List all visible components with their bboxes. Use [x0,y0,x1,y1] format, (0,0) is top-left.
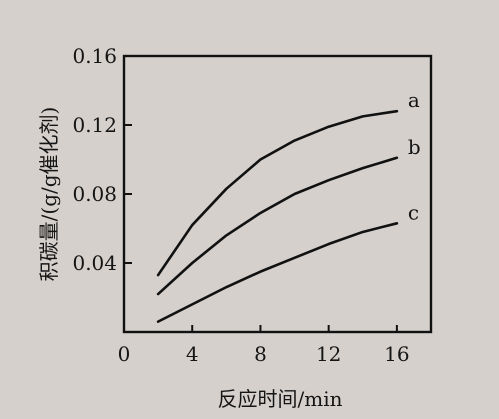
x-tick-label: 0 [118,342,131,366]
x-tick-label: 12 [316,342,341,366]
y-tick-label: 0.16 [72,44,117,68]
series-a-label: a [408,88,420,112]
series-c-label: c [408,200,419,224]
series-labels: ab c [408,88,421,224]
y-tick-label: 0.12 [72,113,117,137]
plot-frame [122,54,433,334]
y-tick-label: 0.04 [72,251,117,275]
tick-labels: 0 4 8 12 16 0.04 0.08 0.12 0.16 [72,44,409,366]
series-a-line [156,109,399,277]
x-tick-label: 8 [254,342,267,366]
series-lines [156,109,399,323]
tick-marks [123,55,398,332]
series-b-line [156,156,399,296]
y-axis-title: 积碳量/(g/g催化剂) [37,107,61,282]
x-axis-title: 反应时间/min [218,387,343,411]
y-tick-label: 0.08 [72,182,117,206]
series-b-label: b [408,135,421,159]
series-c-line [156,222,399,323]
x-tick-label: 16 [384,342,409,366]
x-tick-label: 4 [186,342,199,366]
